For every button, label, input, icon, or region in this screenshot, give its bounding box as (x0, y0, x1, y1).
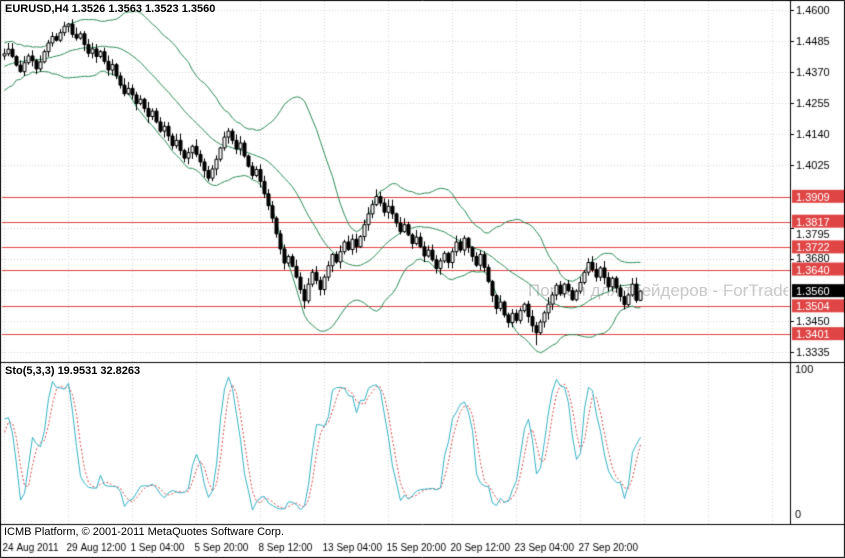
platform-copyright: ICMB Platform, © 2001-2011 MetaQuotes So… (4, 526, 284, 538)
symbol-ohlc-header: EURUSD,H4 1.3526 1.3563 1.3523 1.3560 (5, 3, 216, 15)
stochastic-indicator-header: Sto(5,3,3) 19.9531 32.8263 (5, 365, 141, 377)
